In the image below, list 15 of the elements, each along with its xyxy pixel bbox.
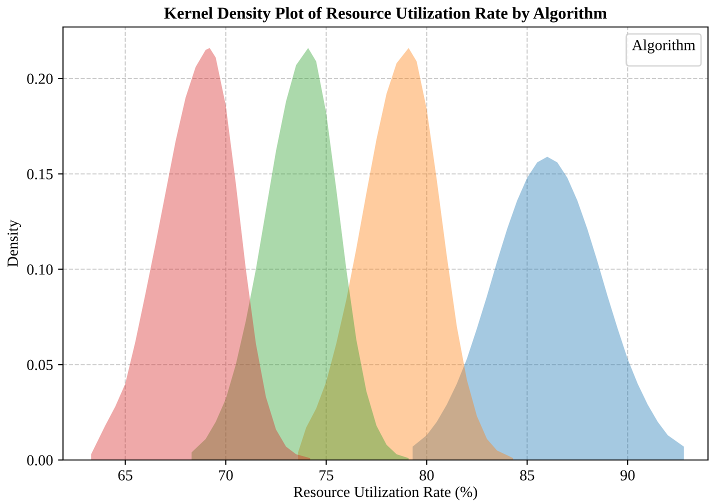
x-tick-label: 90 [620,470,635,480]
y-tick-label: 0.15 [27,169,53,180]
x-tick-label: 80 [420,470,434,480]
y-tick-label: 0.00 [27,455,53,466]
legend-title: Algorithm [632,40,696,54]
y-axis-title: Density [8,220,21,267]
y-tick-label: 0.05 [27,360,53,370]
y-tick-label: 0.20 [27,74,53,84]
x-tick-label: 75 [320,470,334,480]
x-axis-title: Resource Utilization Rate (%) [294,486,478,500]
chart-title: Kernel Density Plot of Resource Utilization Rate by Algorithm [164,6,607,22]
x-tick-label: 65 [118,470,132,480]
x-tick-label: 70 [219,470,233,480]
y-tick-label: 0.10 [27,264,53,275]
x-tick-label: 85 [520,470,534,480]
